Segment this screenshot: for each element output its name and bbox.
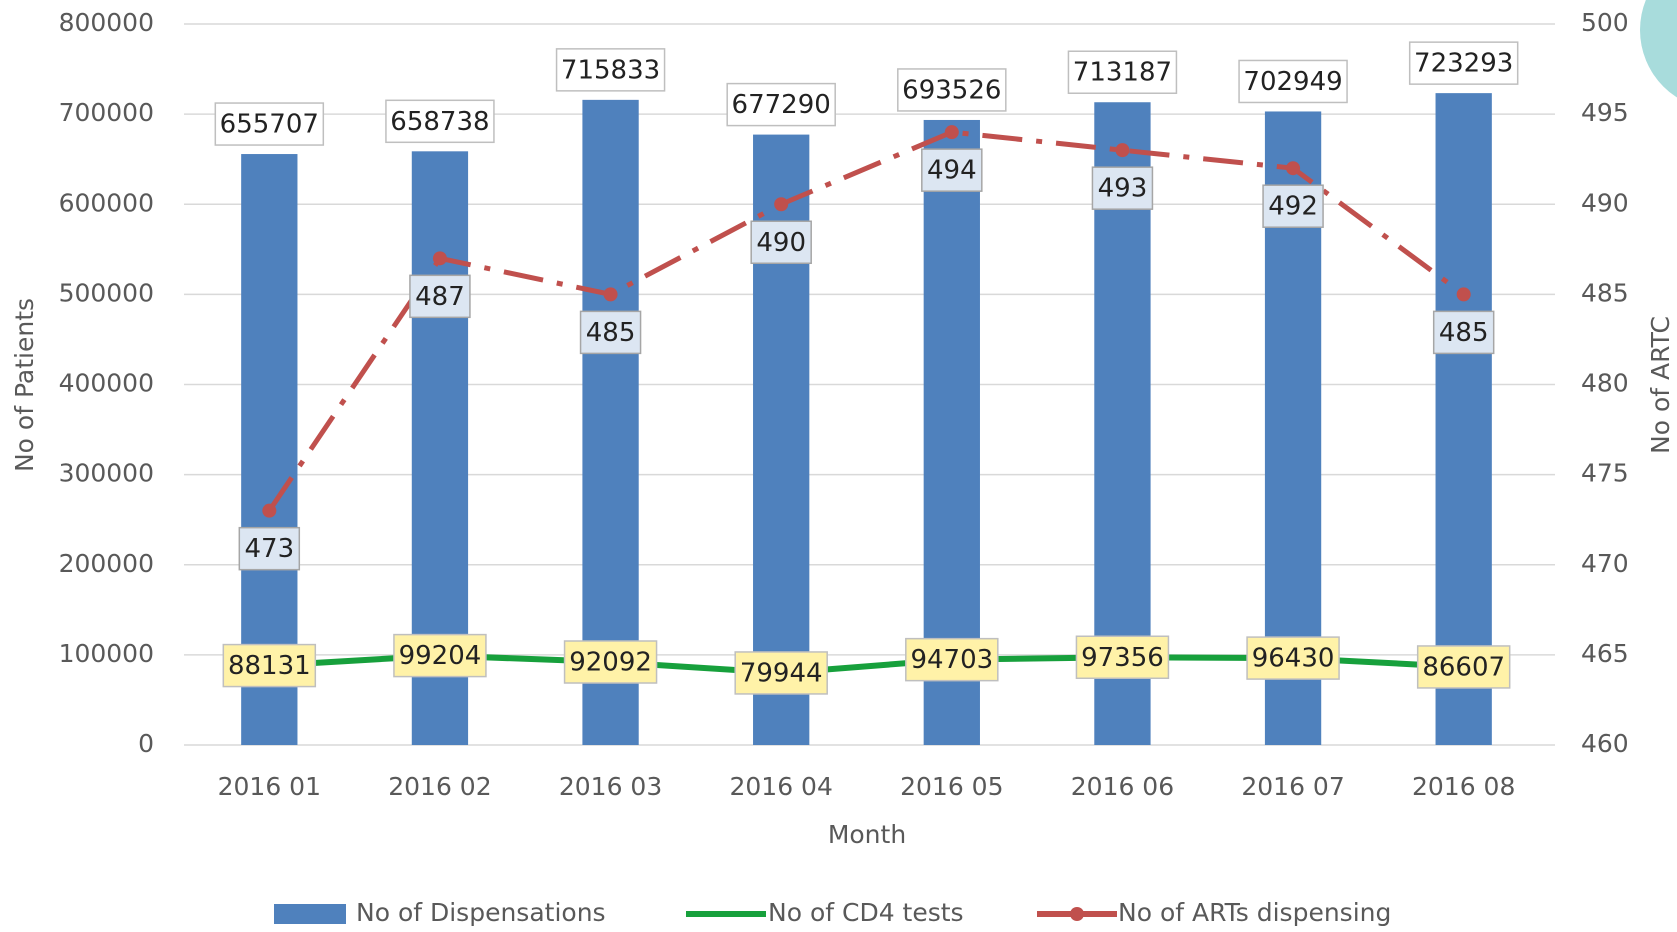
data-label: 97356 bbox=[1081, 643, 1164, 673]
data-label: 493 bbox=[1098, 174, 1148, 204]
data-label-box bbox=[921, 148, 983, 192]
y-tick-label: 500000 bbox=[59, 278, 154, 307]
data-label-box bbox=[905, 637, 999, 682]
x-tick-label: 2016 05 bbox=[900, 772, 1003, 801]
data-label: 485 bbox=[1439, 318, 1489, 348]
data-label-box bbox=[1091, 166, 1154, 210]
y-tick-label: 700000 bbox=[59, 98, 154, 127]
data-label: 96430 bbox=[1252, 644, 1335, 674]
x-tick-label: 2016 03 bbox=[559, 772, 662, 801]
y2-tick-label: 460 bbox=[1581, 729, 1629, 758]
data-label-box bbox=[579, 310, 642, 355]
point bbox=[774, 197, 789, 212]
point bbox=[262, 503, 277, 518]
point bbox=[944, 125, 959, 140]
point bbox=[1115, 143, 1130, 158]
y-tick-label: 0 bbox=[138, 729, 154, 758]
data-label-box bbox=[1262, 184, 1324, 228]
data-label: 693526 bbox=[902, 75, 1001, 105]
point bbox=[432, 251, 447, 266]
data-label: 86607 bbox=[1422, 652, 1505, 682]
data-label-box bbox=[1067, 50, 1178, 94]
data-label-box bbox=[1416, 645, 1511, 689]
data-label: 494 bbox=[927, 156, 977, 186]
data-label-box bbox=[750, 220, 812, 264]
data-label: 702949 bbox=[1243, 67, 1342, 97]
data-label-box bbox=[1075, 635, 1170, 680]
data-label-box bbox=[1238, 59, 1348, 104]
data-label-box bbox=[393, 633, 487, 678]
y2-tick-label: 495 bbox=[1581, 98, 1629, 127]
y2-tick-label: 485 bbox=[1581, 278, 1629, 307]
data-label: 94703 bbox=[910, 645, 993, 675]
data-label-box bbox=[1246, 636, 1340, 680]
data-label-box bbox=[385, 99, 495, 144]
y-tick-label: 800000 bbox=[59, 8, 154, 37]
y2-tick-label: 465 bbox=[1581, 639, 1629, 668]
decoration bbox=[1640, 0, 1677, 98]
point bbox=[1286, 161, 1301, 176]
x-tick-label: 2016 04 bbox=[729, 772, 832, 801]
data-label: 490 bbox=[756, 228, 806, 258]
x-tick-label: 2016 08 bbox=[1412, 772, 1515, 801]
data-label: 92092 bbox=[569, 648, 652, 678]
data-label: 473 bbox=[244, 534, 294, 564]
y2-tick-label: 475 bbox=[1581, 459, 1629, 488]
y-axis-title: No of Patients bbox=[10, 298, 39, 472]
data-label: 99204 bbox=[399, 641, 482, 671]
x-tick-label: 2016 02 bbox=[388, 772, 491, 801]
x-tick-label: 2016 01 bbox=[218, 772, 321, 801]
x-tick-label: 2016 07 bbox=[1241, 772, 1344, 801]
y-tick-label: 300000 bbox=[59, 459, 154, 488]
data-label: 713187 bbox=[1073, 58, 1172, 88]
data-label: 723293 bbox=[1414, 49, 1513, 79]
data-label-box bbox=[409, 274, 471, 319]
x-tick-label: 2016 06 bbox=[1071, 772, 1174, 801]
data-label: 658738 bbox=[390, 107, 489, 137]
y-tick-label: 200000 bbox=[59, 549, 154, 578]
data-label: 485 bbox=[586, 318, 636, 348]
bar bbox=[582, 99, 639, 745]
data-label-box bbox=[222, 643, 317, 688]
y-tick-label: 100000 bbox=[59, 639, 154, 668]
y2-axis-title: No of ARTC bbox=[1646, 316, 1675, 454]
y2-tick-label: 500 bbox=[1581, 8, 1629, 37]
data-label: 492 bbox=[1268, 192, 1318, 222]
legend-label: No of CD4 tests bbox=[768, 898, 964, 927]
data-label-box bbox=[563, 640, 658, 684]
data-label-box bbox=[214, 102, 325, 146]
point bbox=[603, 287, 618, 302]
data-label-box bbox=[726, 82, 836, 127]
data-label: 88131 bbox=[228, 651, 311, 681]
data-label-box bbox=[238, 526, 301, 571]
data-label: 677290 bbox=[732, 90, 831, 120]
x-axis-title: Month bbox=[828, 820, 906, 849]
data-label-box bbox=[897, 68, 1007, 112]
data-label-box bbox=[555, 48, 666, 92]
y2-tick-label: 490 bbox=[1581, 188, 1629, 217]
legend-swatch bbox=[1070, 907, 1084, 921]
data-label-box bbox=[1408, 41, 1519, 85]
bar bbox=[1435, 93, 1492, 745]
data-label: 655707 bbox=[220, 110, 319, 140]
data-label: 715833 bbox=[561, 55, 660, 85]
y2-tick-label: 480 bbox=[1581, 369, 1629, 398]
data-label-box bbox=[1432, 310, 1495, 355]
y-tick-label: 600000 bbox=[59, 188, 154, 217]
legend-label: No of ARTs dispensing bbox=[1118, 898, 1391, 927]
y2-tick-label: 470 bbox=[1581, 549, 1629, 578]
y-tick-label: 400000 bbox=[59, 369, 154, 398]
line bbox=[267, 129, 1466, 513]
data-label: 487 bbox=[415, 282, 465, 312]
data-label-box bbox=[734, 651, 828, 695]
point bbox=[1456, 287, 1471, 302]
legend-swatch bbox=[274, 904, 346, 924]
legend-label: No of Dispensations bbox=[356, 898, 606, 927]
data-label: 79944 bbox=[740, 658, 823, 688]
